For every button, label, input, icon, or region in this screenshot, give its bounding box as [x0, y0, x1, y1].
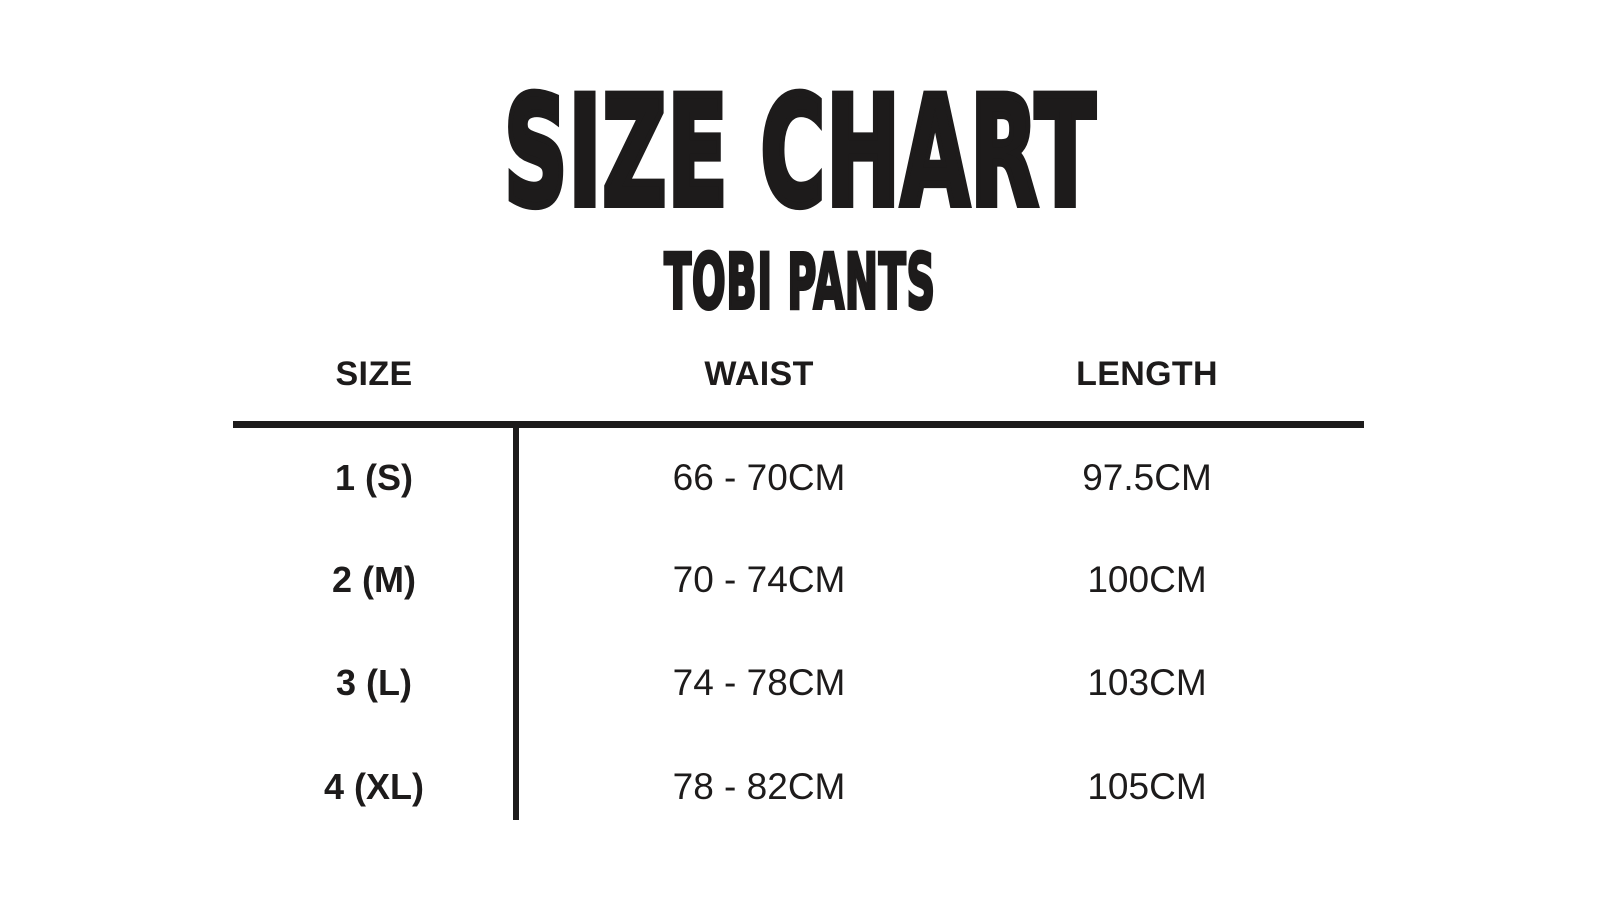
header-length: LENGTH	[1076, 355, 1218, 393]
cell-size: 1 (S)	[334, 457, 413, 498]
cell-length: 103CM	[1087, 662, 1207, 703]
cell-length: 105CM	[1087, 766, 1207, 807]
cell-waist: 70 - 74CM	[672, 559, 846, 600]
cell-waist: 74 - 78CM	[672, 662, 846, 703]
cell-length: 100CM	[1087, 559, 1207, 600]
page-title: SIZE CHART	[501, 66, 1097, 240]
cell-size: 3 (L)	[336, 662, 412, 703]
page-subtitle: TOBI PANTS	[663, 237, 936, 326]
header-size: SIZE	[335, 355, 413, 393]
cell-size: 2 (M)	[332, 559, 416, 600]
cell-waist: 66 - 70CM	[672, 457, 846, 498]
size-column-divider-line	[513, 428, 519, 820]
header-waist: WAIST	[704, 355, 814, 393]
cell-waist: 78 - 82CM	[672, 766, 846, 807]
header-divider-line	[233, 421, 1364, 428]
cell-size: 4 (XL)	[323, 766, 424, 807]
page-subtitle-row: TOBI PANTS	[0, 237, 1600, 326]
page-title-row: SIZE CHART	[0, 66, 1600, 240]
size-table: SIZE WAIST LENGTH 1 (S) 66 - 70CM 97.5CM…	[233, 340, 1364, 840]
cell-length: 97.5CM	[1082, 457, 1212, 498]
